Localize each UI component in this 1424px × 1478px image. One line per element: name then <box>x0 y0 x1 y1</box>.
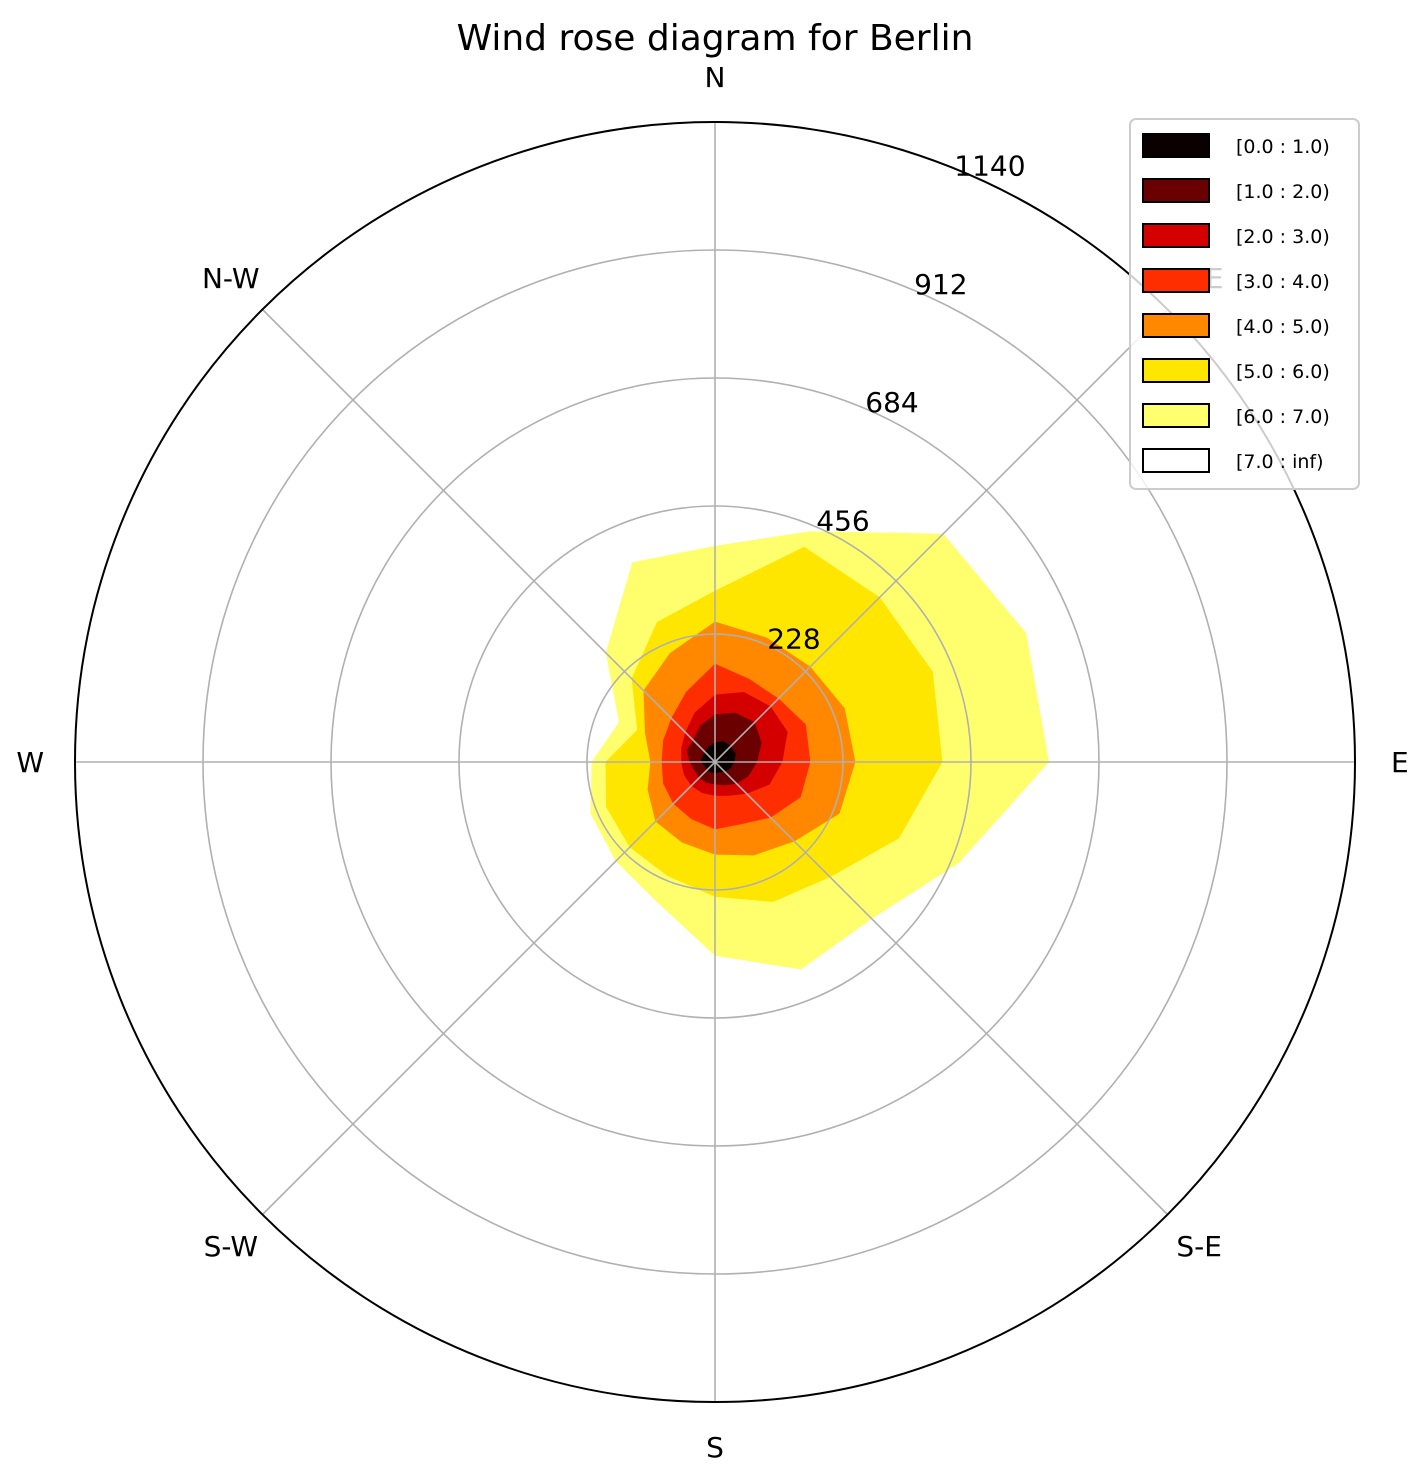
legend-swatch-3 <box>1142 223 1210 248</box>
direction-label-n: N <box>705 61 726 94</box>
r-tick-label: 456 <box>816 505 869 538</box>
legend-label-2: [1.0 : 2.0) <box>1236 181 1330 203</box>
legend-label-8: [7.0 : inf) <box>1236 451 1324 473</box>
legend-label-4: [3.0 : 4.0) <box>1236 271 1330 293</box>
legend-label-1: [0.0 : 1.0) <box>1236 136 1330 158</box>
legend: [0.0 : 1.0) [1.0 : 2.0) [2.0 : 3.0) [3.0 : … <box>1129 118 1360 490</box>
legend-label-6: [5.0 : 6.0) <box>1236 361 1330 383</box>
legend-swatch-5 <box>1142 313 1210 338</box>
direction-label-n-w: N-W <box>202 262 260 295</box>
grid-spoke-2 <box>261 308 716 763</box>
grid-spoke-4 <box>261 761 716 1216</box>
direction-label-s-w: S-W <box>204 1230 258 1263</box>
legend-label-7: [6.0 : 7.0) <box>1236 406 1330 428</box>
legend-swatch-1 <box>1142 133 1210 158</box>
r-tick-label: 684 <box>865 386 918 419</box>
outer-boundary <box>74 121 1356 1403</box>
r-tick-label: 912 <box>914 268 967 301</box>
direction-label-e: E <box>1391 746 1409 779</box>
direction-label-s: S <box>706 1431 724 1464</box>
chart-title: Wind rose diagram for Berlin <box>457 18 974 59</box>
legend-swatch-2 <box>1142 178 1210 203</box>
legend-swatch-6 <box>1142 358 1210 383</box>
legend-swatch-8 <box>1142 448 1210 473</box>
grid-spoke-8 <box>714 308 1169 763</box>
direction-label-s-e: S-E <box>1176 1230 1222 1263</box>
legend-label-5: [4.0 : 5.0) <box>1236 316 1330 338</box>
polar-grid <box>75 122 1355 1402</box>
legend-swatch-4 <box>1142 268 1210 293</box>
grid-spoke-6 <box>714 761 1169 1216</box>
radial-tick-labels: 228 456 684 912 1140 <box>767 150 1025 656</box>
wind-rose-areas <box>590 531 1049 970</box>
legend-frame <box>1129 118 1360 490</box>
direction-label-w: W <box>16 746 44 779</box>
r-tick-label: 1140 <box>954 150 1025 183</box>
r-tick-label: 228 <box>767 623 820 656</box>
legend-label-3: [2.0 : 3.0) <box>1236 226 1330 248</box>
legend-swatch-7 <box>1142 403 1210 428</box>
